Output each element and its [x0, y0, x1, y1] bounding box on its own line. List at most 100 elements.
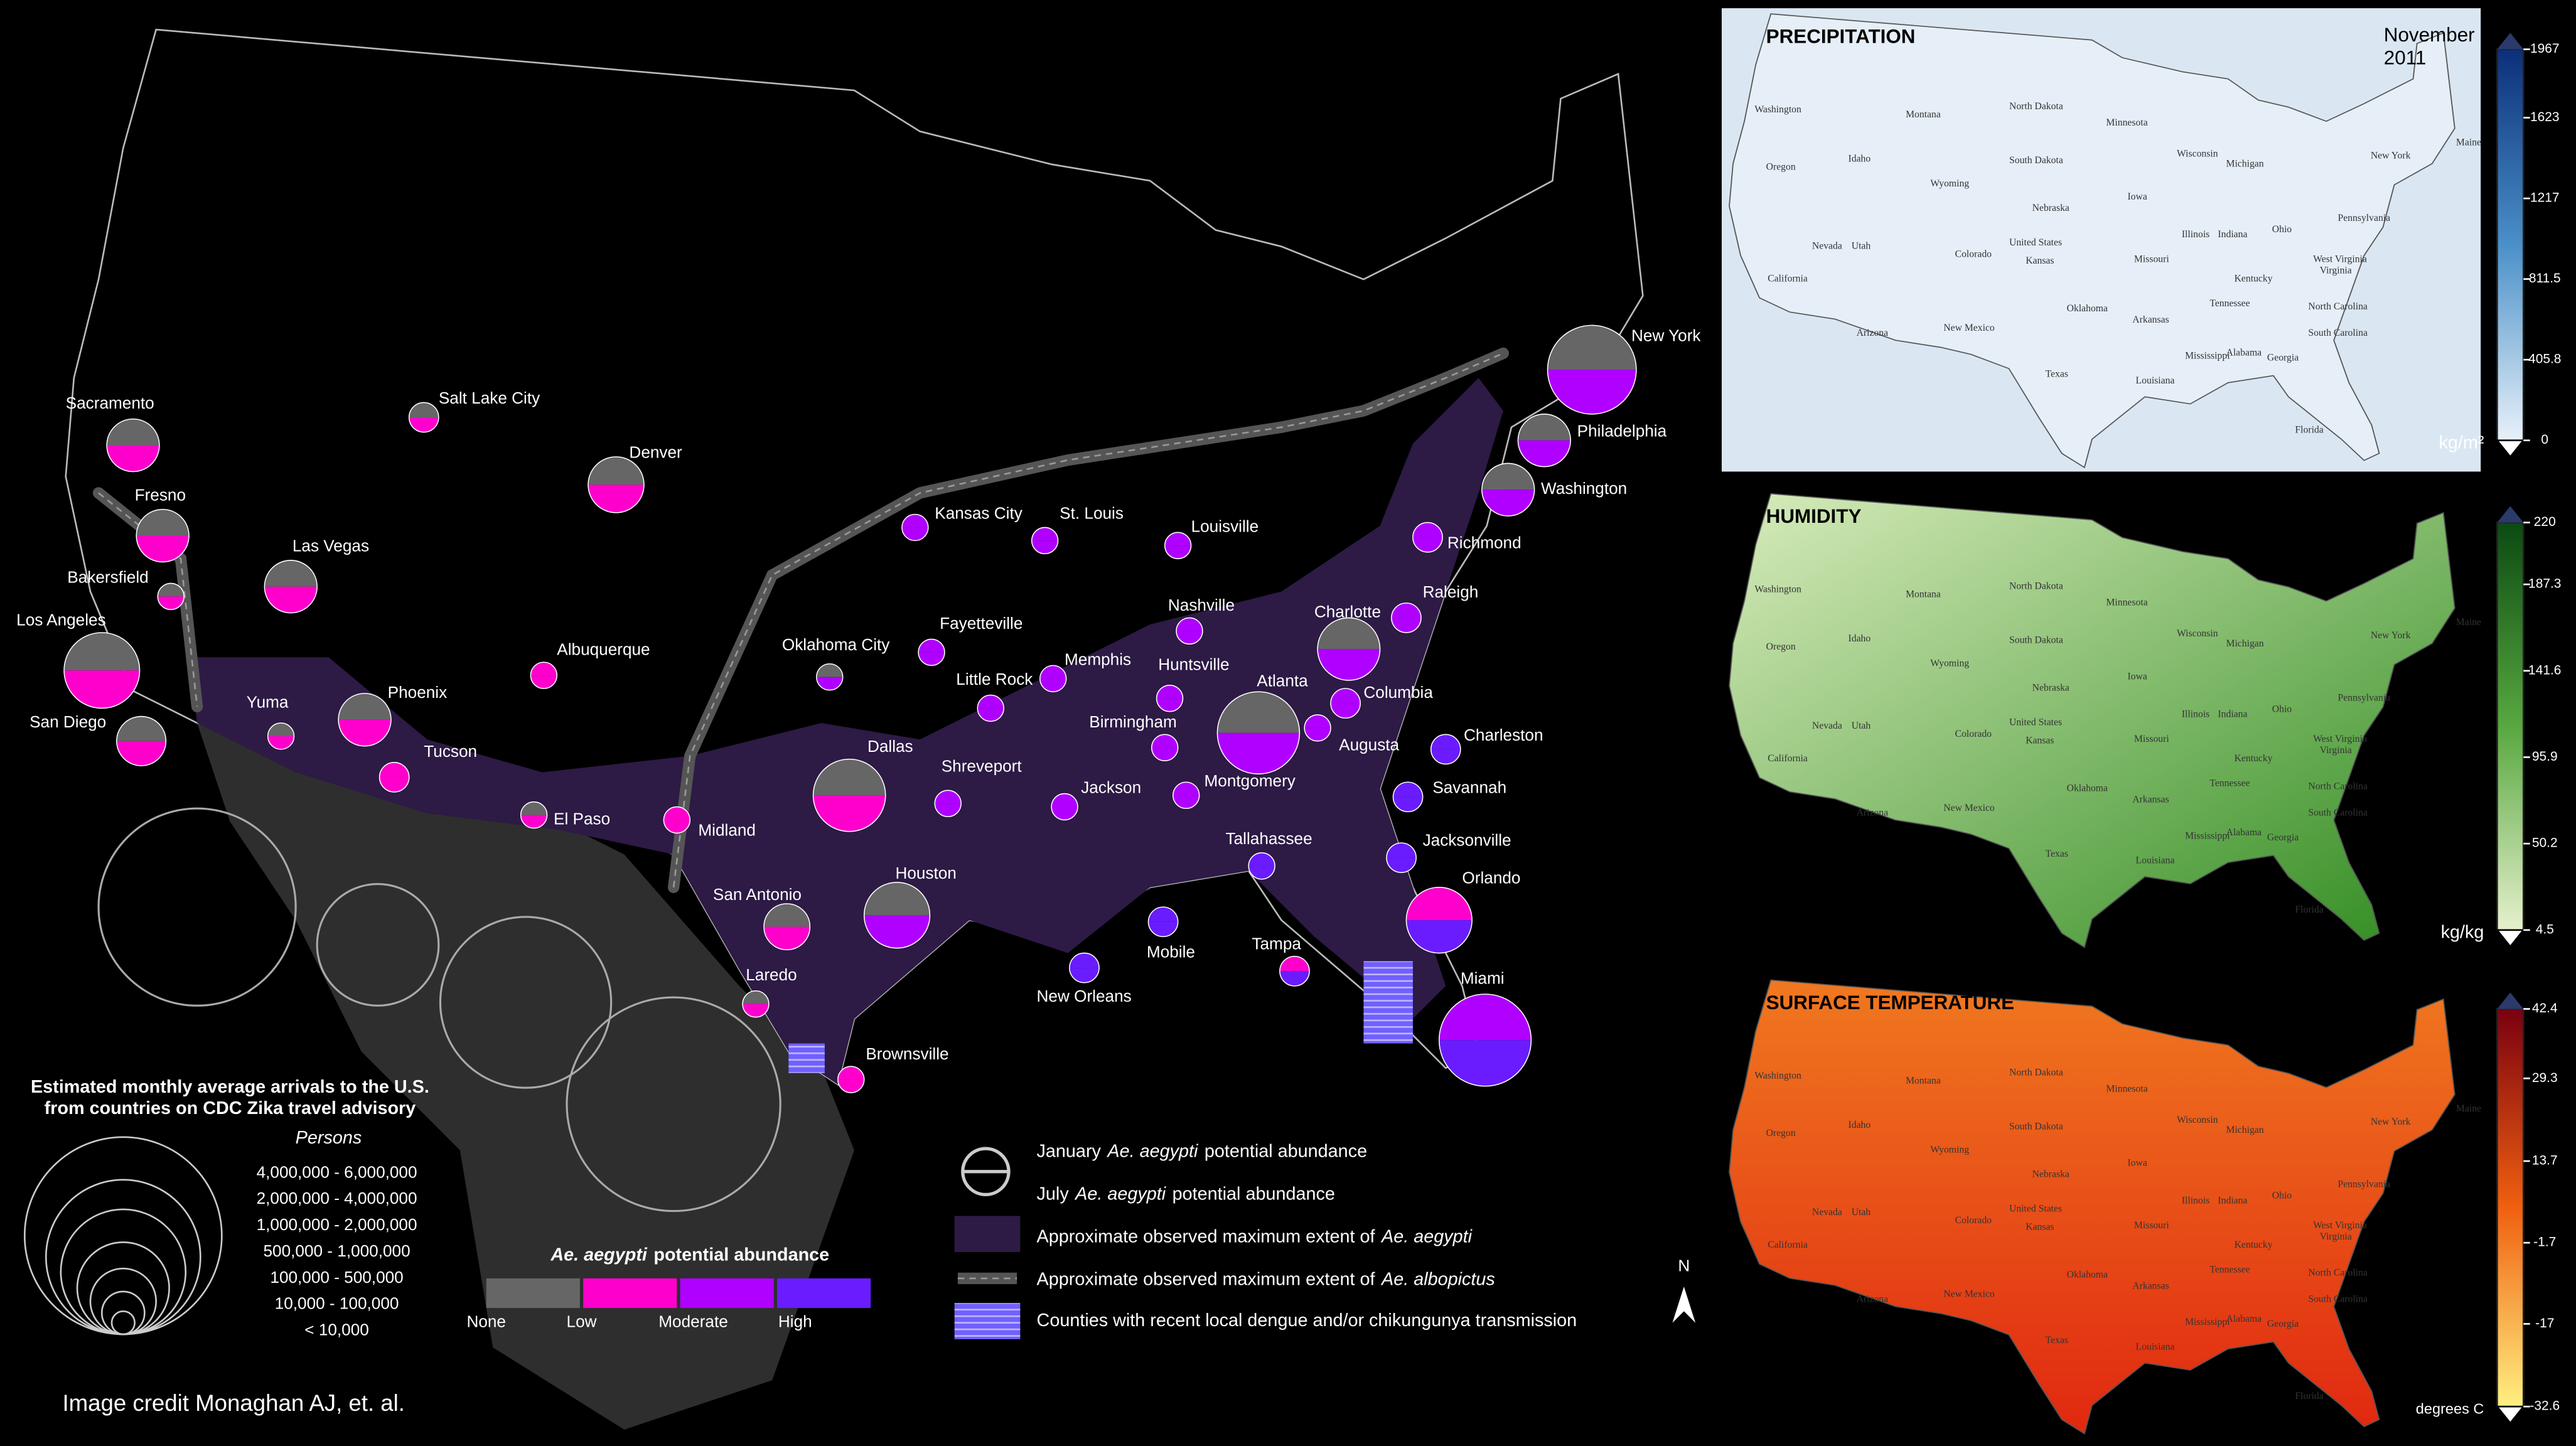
- city-outline: [1439, 993, 1532, 1087]
- city-label: Yuma: [247, 692, 289, 711]
- city-outline: [742, 990, 770, 1018]
- state-label: Wyoming: [1930, 1144, 1969, 1155]
- city-outline: [1517, 413, 1571, 468]
- state-label: Texas: [2046, 369, 2068, 380]
- city-jul-half: [1518, 440, 1571, 467]
- arrivals-title: Estimated monthly average arrivals to th…: [31, 1077, 429, 1097]
- city-outline: [837, 1066, 865, 1093]
- city-outline: [1069, 952, 1100, 983]
- state-label: Texas: [2046, 849, 2068, 859]
- city-jan-half: [1331, 688, 1361, 704]
- colorbar-arrow: [2495, 439, 2525, 458]
- city-jan-half: [136, 509, 189, 536]
- state-label: Missouri: [2134, 734, 2169, 744]
- state-label: Illinois: [2182, 229, 2209, 240]
- state-label: Kansas: [2026, 255, 2054, 266]
- city-jul-half: [1164, 545, 1191, 559]
- state-label: Idaho: [1849, 1120, 1871, 1130]
- city-outline: [1330, 688, 1361, 719]
- city-jul-half: [1051, 806, 1078, 820]
- state-label: Virginia: [2320, 1231, 2352, 1242]
- aegypti-extent: [188, 378, 1503, 1084]
- city-outline: [1386, 842, 1417, 874]
- state-label: North Carolina: [2308, 781, 2368, 792]
- city-label: Midland: [698, 821, 756, 840]
- state-label: Louisiana: [2136, 1342, 2175, 1352]
- colorbar-tick-label: 0: [2541, 432, 2548, 447]
- city-jul-half: [1304, 727, 1331, 741]
- state-label: Nebraska: [2032, 203, 2069, 213]
- city-label: Washington: [1541, 479, 1627, 498]
- city-label: Orlando: [1462, 869, 1520, 887]
- state-label: South Dakota: [2009, 635, 2063, 646]
- state-label: Oklahoma: [2067, 303, 2108, 314]
- state-label: Kansas: [2026, 1221, 2054, 1232]
- state-label: New York: [2371, 1117, 2411, 1127]
- city-jul-half: [520, 815, 547, 828]
- city-label: Albuquerque: [557, 640, 650, 659]
- city-jan-half: [1393, 782, 1423, 797]
- state-label: Utah: [1852, 720, 1871, 731]
- city-jul-half: [918, 652, 945, 666]
- city-jan-half: [901, 514, 928, 528]
- colorbar-tick-label: -17: [2535, 1316, 2554, 1331]
- legend-item-part: Counties with recent local dengue and/or…: [1037, 1310, 1577, 1331]
- city-jan-half: [977, 695, 1004, 709]
- city-label: Sacramento: [66, 394, 154, 412]
- city-label: St. Louis: [1060, 503, 1124, 522]
- state-label: Georgia: [2267, 832, 2299, 843]
- city-jan-half: [1387, 843, 1417, 858]
- city-jul-half: [264, 586, 318, 613]
- state-label: Idaho: [1849, 633, 1871, 644]
- city-label: Little Rock: [956, 670, 1033, 688]
- state-label: Michigan: [2226, 638, 2264, 649]
- state-label: Arizona: [1857, 808, 1889, 818]
- city-jan-half: [935, 790, 962, 804]
- city-jan-half: [1051, 793, 1078, 807]
- city-jan-half: [1406, 887, 1473, 921]
- city-jan-half: [1547, 325, 1636, 370]
- city-outline: [106, 418, 160, 473]
- state-label: Colorado: [1955, 729, 1992, 739]
- state-label: Minnesota: [2106, 117, 2147, 128]
- state-label: Alabama: [2226, 827, 2262, 838]
- colorbar: [2496, 48, 2525, 441]
- state-label: Mississippi: [2185, 830, 2230, 841]
- city-outline: [812, 758, 886, 832]
- city-jul-half: [837, 1079, 864, 1093]
- city-jul-half: [1412, 537, 1443, 552]
- state-label: Minnesota: [2106, 597, 2147, 608]
- state-label: Maine: [2456, 1103, 2481, 1114]
- city-jan-half: [1173, 782, 1199, 796]
- city-jan-half: [1148, 907, 1178, 922]
- panel-date: 2011: [2384, 47, 2427, 69]
- state-label: Indiana: [2218, 229, 2247, 240]
- city-jul-half: [1430, 749, 1461, 764]
- city-jan-half: [1304, 714, 1331, 728]
- legend-item: January Ae. aegypti potential abundance: [1037, 1141, 1368, 1161]
- city-jan-half: [1156, 685, 1183, 699]
- state-label: Montana: [1906, 1075, 1941, 1086]
- state-label: United States: [2009, 717, 2062, 728]
- state-label: New York: [2371, 630, 2411, 641]
- state-label: South Dakota: [2009, 1122, 2063, 1132]
- city-outline: [663, 806, 691, 834]
- state-label: Texas: [2046, 1335, 2068, 1346]
- legend-item-part: Ae. aegypti: [1380, 1226, 1473, 1246]
- state-label: Louisiana: [2136, 375, 2175, 386]
- state-label: Wyoming: [1930, 658, 1969, 668]
- state-label: Missouri: [2134, 1220, 2169, 1231]
- city-label: Atlanta: [1257, 671, 1308, 690]
- abundance-swatch: [486, 1278, 580, 1309]
- state-label: Colorado: [1955, 1215, 1992, 1226]
- city-outline: [264, 560, 318, 614]
- city-jul-half: [1481, 490, 1535, 517]
- colorbar-arrow: [2497, 33, 2524, 50]
- arrival-circles: [97, 807, 781, 1213]
- city-label: El Paso: [554, 809, 610, 828]
- city-jul-half: [1248, 865, 1275, 879]
- credit: Image credit Monaghan AJ, et. al.: [62, 1390, 405, 1416]
- legend-item-part: July: [1037, 1184, 1070, 1204]
- state-label: North Dakota: [2009, 101, 2063, 112]
- city-label: San Antonio: [713, 885, 802, 904]
